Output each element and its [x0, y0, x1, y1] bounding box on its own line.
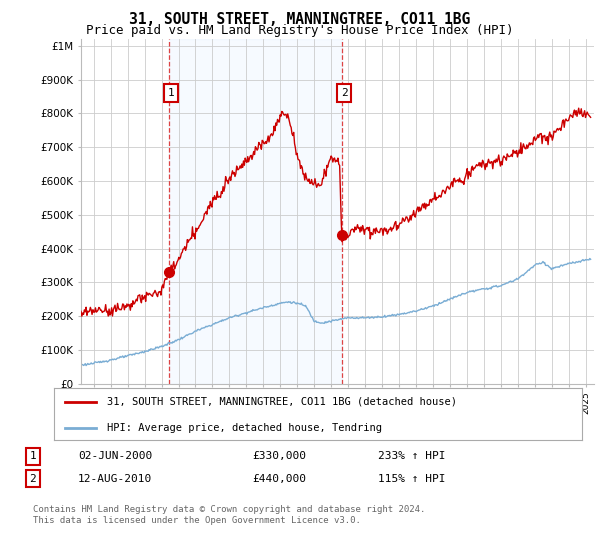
Text: Contains HM Land Registry data © Crown copyright and database right 2024.
This d: Contains HM Land Registry data © Crown c… — [33, 505, 425, 525]
Text: 31, SOUTH STREET, MANNINGTREE, CO11 1BG (detached house): 31, SOUTH STREET, MANNINGTREE, CO11 1BG … — [107, 397, 457, 407]
Text: 2: 2 — [341, 88, 347, 98]
Text: 2: 2 — [29, 474, 37, 484]
Text: 02-JUN-2000: 02-JUN-2000 — [78, 451, 152, 461]
Text: 1: 1 — [168, 88, 175, 98]
Text: Price paid vs. HM Land Registry's House Price Index (HPI): Price paid vs. HM Land Registry's House … — [86, 24, 514, 36]
Text: 12-AUG-2010: 12-AUG-2010 — [78, 474, 152, 484]
Text: HPI: Average price, detached house, Tendring: HPI: Average price, detached house, Tend… — [107, 423, 382, 433]
Text: £440,000: £440,000 — [252, 474, 306, 484]
Text: 233% ↑ HPI: 233% ↑ HPI — [378, 451, 445, 461]
Bar — [169, 39, 341, 384]
Text: 31, SOUTH STREET, MANNINGTREE, CO11 1BG: 31, SOUTH STREET, MANNINGTREE, CO11 1BG — [130, 12, 470, 27]
Text: 1: 1 — [29, 451, 37, 461]
Text: £330,000: £330,000 — [252, 451, 306, 461]
Text: 115% ↑ HPI: 115% ↑ HPI — [378, 474, 445, 484]
